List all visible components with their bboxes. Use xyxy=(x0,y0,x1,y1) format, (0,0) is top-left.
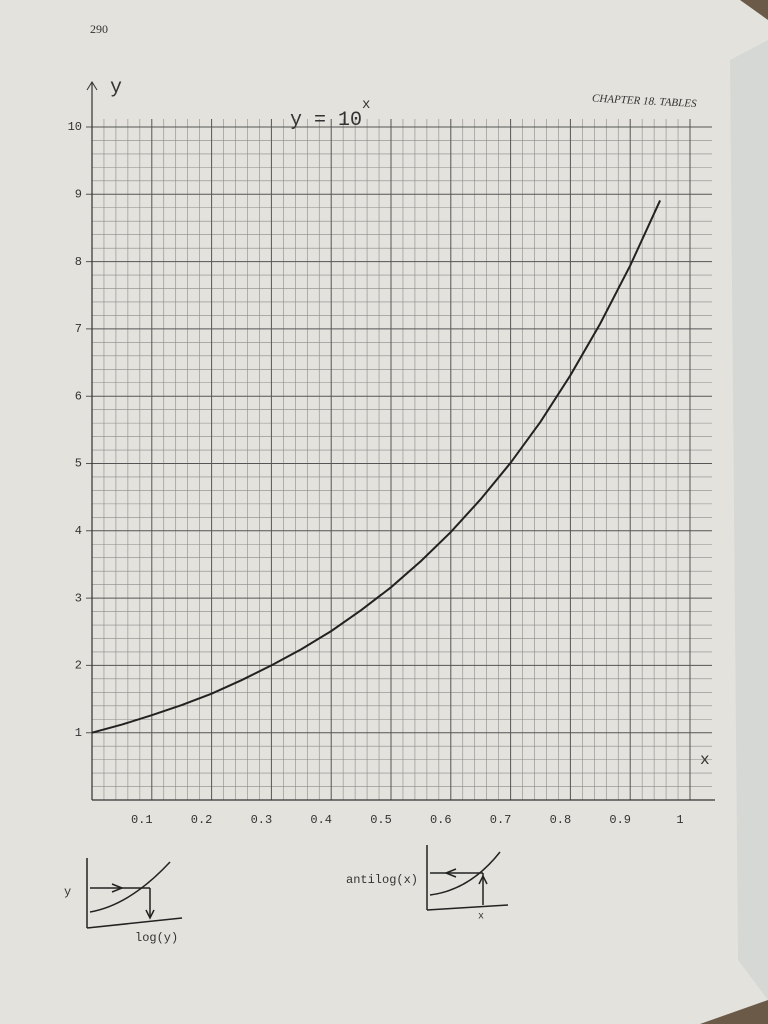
y-tick-label: 9 xyxy=(75,187,82,201)
x-tick-label: 0.6 xyxy=(430,813,452,827)
inset-curve xyxy=(429,851,501,896)
y-tick-label: 6 xyxy=(75,389,82,403)
inset-axis xyxy=(426,904,509,911)
title-exponent: x xyxy=(362,97,370,113)
inset-label: y xyxy=(64,885,71,899)
inset-label: x xyxy=(478,912,484,923)
y-tick-label: 7 xyxy=(75,322,82,336)
y-tick-label: 1 xyxy=(75,726,82,740)
y-axis-label: y xyxy=(110,76,122,99)
x-tick-label: 0.1 xyxy=(131,813,153,827)
running-head: CHAPTER 18. TABLES xyxy=(592,93,698,110)
y-tick-label: 3 xyxy=(75,591,82,605)
x-tick-label: 0.5 xyxy=(370,813,392,827)
inset-diagram xyxy=(426,845,509,911)
inset-label: log(y) xyxy=(135,931,178,945)
inset-arrowhead xyxy=(443,868,457,878)
inset-curve xyxy=(89,861,171,913)
inset-label: antilog(x) xyxy=(346,873,418,887)
x-axis-label: x xyxy=(700,751,710,769)
y-tick-label: 8 xyxy=(75,255,82,269)
y-axis-arrow xyxy=(86,81,98,91)
x-tick-label: 0.7 xyxy=(490,813,512,827)
chart-title: y = 10x xyxy=(290,97,370,133)
x-tick-label: 0.2 xyxy=(191,813,213,827)
inset-arrowhead xyxy=(145,909,155,920)
y-tick-label: 4 xyxy=(75,524,82,538)
x-tick-label: 0.4 xyxy=(310,813,332,827)
y-tick-label: 10 xyxy=(68,120,82,134)
x-tick-label: 0.8 xyxy=(550,813,572,827)
x-tick-label: 0.9 xyxy=(609,813,631,827)
inset-arrowhead xyxy=(111,883,125,893)
title-base: y = 10 xyxy=(290,109,362,132)
inset-axis xyxy=(86,917,183,929)
inset-arrowhead xyxy=(478,874,488,885)
x-tick-label: 1 xyxy=(676,813,683,827)
chart: 0.1 0.2 0.3 0.4 0.5 0.6 0.7 0.8 0.9 1 1 2 3 4 5 6 7 8 9 10 y… xyxy=(68,76,715,827)
y-tick-label: 5 xyxy=(75,457,82,471)
x-tick-label: 0.3 xyxy=(251,813,273,827)
curve xyxy=(91,199,662,734)
page-number: 290 xyxy=(90,22,108,36)
next-page xyxy=(730,40,768,1000)
inset-diagram xyxy=(86,858,183,929)
y-tick-label: 2 xyxy=(75,659,82,673)
